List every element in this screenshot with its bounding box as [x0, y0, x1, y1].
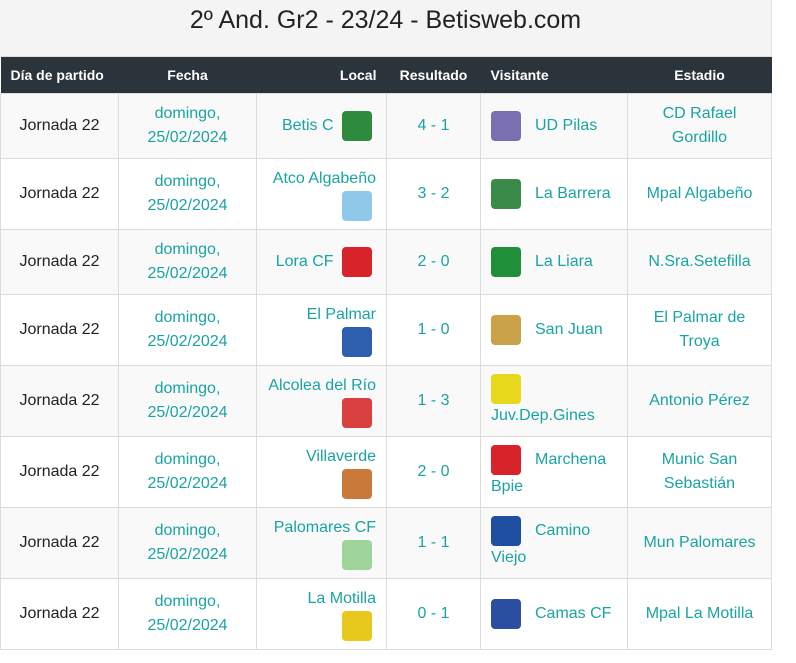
- home-team-name[interactable]: Alcolea del Río: [268, 377, 376, 394]
- away-team-name[interactable]: La Liara: [535, 253, 593, 271]
- home-team[interactable]: Lora CF: [256, 229, 387, 295]
- stadium[interactable]: Mun Palomares: [627, 507, 772, 579]
- away-team-crest-icon: [491, 179, 521, 209]
- away-team-crest-icon: [491, 599, 521, 629]
- match-date[interactable]: domingo, 25/02/2024: [118, 294, 257, 366]
- table-row: Jornada 22 domingo, 25/02/2024 Betis C 4 -…: [0, 93, 772, 159]
- stadium[interactable]: Mpal La Motilla: [627, 578, 772, 650]
- match-date[interactable]: domingo, 25/02/2024: [118, 578, 257, 650]
- away-team[interactable]: La Barrera: [480, 158, 628, 230]
- matchday: Jornada 22: [0, 294, 119, 366]
- matchday: Jornada 22: [0, 93, 119, 159]
- stadium[interactable]: CD Rafael Gordillo: [627, 93, 772, 159]
- home-team-crest-icon: [342, 611, 372, 641]
- matchday: Jornada 22: [0, 507, 119, 579]
- results-table: Día de partido Fecha Local Resultado Vis…: [0, 57, 772, 650]
- match-date[interactable]: domingo, 25/02/2024: [118, 158, 257, 230]
- matchday: Jornada 22: [0, 365, 119, 437]
- home-team-name[interactable]: Lora CF: [275, 253, 334, 271]
- away-team-name[interactable]: Camino Viejo: [491, 522, 591, 566]
- away-team-crest-icon: [491, 516, 521, 546]
- header-result: Resultado: [386, 57, 481, 94]
- header-matchday: Día de partido: [0, 57, 119, 94]
- header-date: Fecha: [118, 57, 257, 94]
- home-team-name[interactable]: El Palmar: [306, 306, 376, 323]
- away-team[interactable]: La Liara: [480, 229, 628, 295]
- table-row: Jornada 22 domingo, 25/02/2024 El Palmar 1…: [0, 294, 772, 366]
- page-title: 2º And. Gr2 - 23/24 - Betisweb.com: [0, 0, 771, 57]
- match-result[interactable]: 4 - 1: [386, 93, 481, 159]
- home-team-crest-icon: [342, 469, 372, 499]
- home-team-crest-icon: [342, 540, 372, 570]
- match-result[interactable]: 3 - 2: [386, 158, 481, 230]
- home-team[interactable]: La Motilla: [256, 578, 387, 650]
- header-away: Visitante: [480, 57, 628, 94]
- stadium[interactable]: Antonio Pérez: [627, 365, 772, 437]
- stadium[interactable]: Munic San Sebastián: [627, 436, 772, 508]
- match-date[interactable]: domingo, 25/02/2024: [118, 507, 257, 579]
- match-result[interactable]: 0 - 1: [386, 578, 481, 650]
- header-home: Local: [256, 57, 387, 94]
- away-team-crest-icon: [491, 247, 521, 277]
- table-row: Jornada 22 domingo, 25/02/2024 Palomares C…: [0, 507, 772, 579]
- home-team[interactable]: Villaverde: [256, 436, 387, 508]
- away-team-name[interactable]: San Juan: [535, 321, 603, 339]
- away-team-crest-icon: [491, 374, 521, 404]
- match-date[interactable]: domingo, 25/02/2024: [118, 365, 257, 437]
- stadium[interactable]: N.Sra.Setefilla: [627, 229, 772, 295]
- home-team-name[interactable]: La Motilla: [307, 590, 376, 607]
- home-team[interactable]: Alcolea del Río: [256, 365, 387, 437]
- home-team[interactable]: El Palmar: [256, 294, 387, 366]
- stadium[interactable]: El Palmar de Troya: [627, 294, 772, 366]
- match-result[interactable]: 1 - 3: [386, 365, 481, 437]
- home-team[interactable]: Atco Algabeño: [256, 158, 387, 230]
- stadium[interactable]: Mpal Algabeño: [627, 158, 772, 230]
- away-team[interactable]: Camas CF: [480, 578, 628, 650]
- away-team-name[interactable]: La Barrera: [535, 185, 611, 203]
- table-row: Jornada 22 domingo, 25/02/2024 Villaverde …: [0, 436, 772, 508]
- home-team-name[interactable]: Betis C: [281, 117, 334, 135]
- table-header: Día de partido Fecha Local Resultado Vis…: [0, 57, 772, 94]
- home-team-crest-icon: [342, 191, 372, 221]
- home-team-crest-icon: [342, 327, 372, 357]
- away-team[interactable]: Marchena Bpie: [480, 436, 628, 508]
- away-team-crest-icon: [491, 315, 521, 345]
- table-row: Jornada 22 domingo, 25/02/2024 La Motilla …: [0, 578, 772, 650]
- home-team-crest-icon: [342, 111, 372, 141]
- header-stadium: Estadio: [627, 57, 772, 94]
- matchday: Jornada 22: [0, 578, 119, 650]
- match-result[interactable]: 2 - 0: [386, 436, 481, 508]
- matchday: Jornada 22: [0, 229, 119, 295]
- match-date[interactable]: domingo, 25/02/2024: [118, 229, 257, 295]
- home-team-crest-icon: [342, 247, 372, 277]
- home-team[interactable]: Betis C: [256, 93, 387, 159]
- home-team-name[interactable]: Villaverde: [306, 448, 376, 465]
- away-team-crest-icon: [491, 445, 521, 475]
- home-team-name[interactable]: Atco Algabeño: [272, 170, 376, 187]
- away-team[interactable]: Juv.Dep.Gines: [480, 365, 628, 437]
- matchday: Jornada 22: [0, 436, 119, 508]
- table-row: Jornada 22 domingo, 25/02/2024 Lora CF 2 -…: [0, 229, 772, 295]
- away-team-name[interactable]: UD Pilas: [535, 117, 598, 135]
- table-row: Jornada 22 domingo, 25/02/2024 Atco Algabe…: [0, 158, 772, 230]
- home-team-name[interactable]: Palomares CF: [273, 519, 376, 536]
- match-date[interactable]: domingo, 25/02/2024: [118, 436, 257, 508]
- home-team-crest-icon: [342, 398, 372, 428]
- match-result[interactable]: 1 - 0: [386, 294, 481, 366]
- match-date[interactable]: domingo, 25/02/2024: [118, 93, 257, 159]
- match-result[interactable]: 1 - 1: [386, 507, 481, 579]
- results-panel: 2º And. Gr2 - 23/24 - Betisweb.com Día d…: [0, 0, 772, 650]
- away-team[interactable]: San Juan: [480, 294, 628, 366]
- matchday: Jornada 22: [0, 158, 119, 230]
- away-team-name[interactable]: Marchena Bpie: [491, 451, 607, 495]
- away-team[interactable]: Camino Viejo: [480, 507, 628, 579]
- home-team[interactable]: Palomares CF: [256, 507, 387, 579]
- away-team-crest-icon: [491, 111, 521, 141]
- away-team-name[interactable]: Camas CF: [535, 605, 612, 623]
- away-team[interactable]: UD Pilas: [480, 93, 628, 159]
- table-row: Jornada 22 domingo, 25/02/2024 Alcolea del…: [0, 365, 772, 437]
- away-team-name[interactable]: Juv.Dep.Gines: [491, 407, 595, 424]
- match-result[interactable]: 2 - 0: [386, 229, 481, 295]
